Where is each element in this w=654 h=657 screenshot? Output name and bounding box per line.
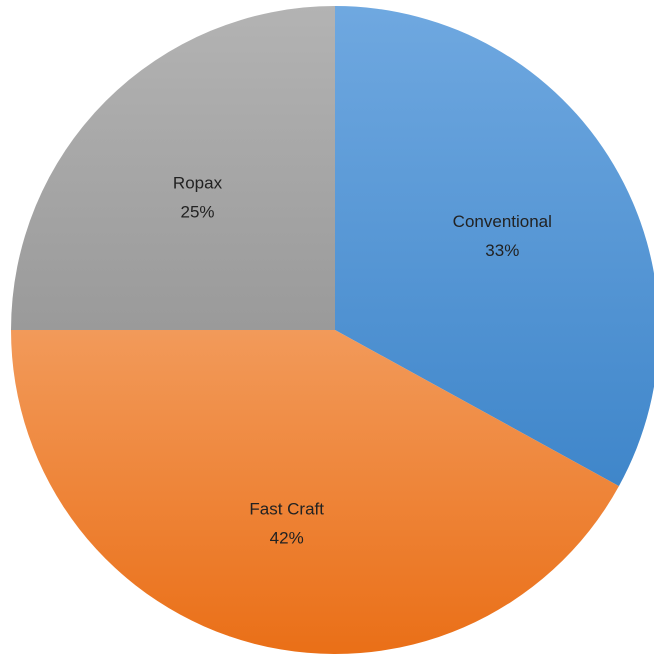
slice-percent-ropax: 25% (180, 203, 214, 222)
pie-labels: Conventional 33% Fast Craft 42% Ropax 25% (173, 174, 552, 548)
slice-percent-fast-craft: 42% (270, 528, 304, 547)
pie-slice-ropax (11, 6, 335, 330)
slice-label-fast-craft: Fast Craft (249, 499, 324, 518)
pie-slice-conventional (335, 6, 654, 487)
slice-label-ropax: Ropax (173, 174, 223, 193)
slice-label-conventional: Conventional (453, 212, 552, 231)
slice-percent-conventional: 33% (485, 241, 519, 260)
pie-slice-fast-craft (11, 330, 619, 654)
pie-slices (11, 6, 654, 654)
